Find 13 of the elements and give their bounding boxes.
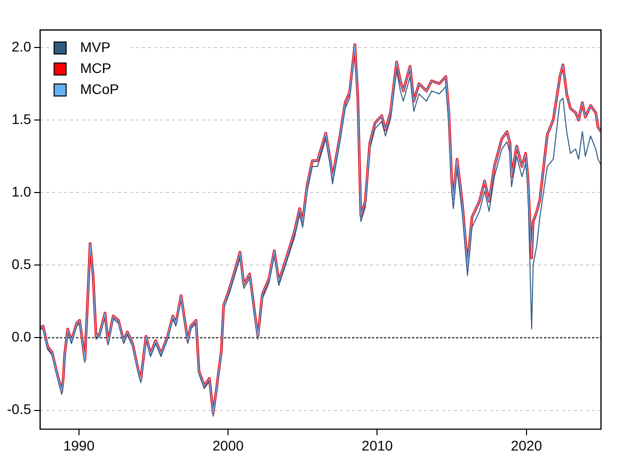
- x-tick-label: 2010: [362, 437, 394, 454]
- y-tick-label: 2.0: [12, 38, 32, 54]
- y-tick-label: 1.5: [12, 110, 32, 127]
- x-tick-label: 2020: [510, 437, 542, 454]
- y-tick-label: -0.5: [7, 401, 32, 418]
- x-tick-label: 2000: [212, 437, 244, 454]
- y-tick-label: 1.0: [12, 183, 32, 200]
- y-tick-label: 0.0: [12, 328, 32, 345]
- legend-label: MVP: [80, 38, 110, 55]
- legend-label: MCoP: [80, 80, 120, 97]
- x-tick-label: 1990: [63, 437, 95, 454]
- y-tick-label: 0.5: [12, 256, 32, 272]
- legend-label: MCP: [80, 60, 112, 76]
